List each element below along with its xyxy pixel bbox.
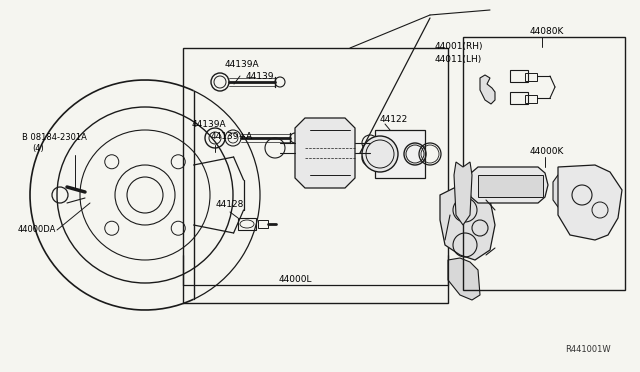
Polygon shape — [454, 162, 472, 225]
Polygon shape — [553, 175, 595, 207]
Bar — [525, 73, 537, 81]
Polygon shape — [468, 167, 548, 203]
Polygon shape — [440, 185, 495, 260]
Bar — [510, 70, 528, 82]
Text: 44000DA: 44000DA — [18, 225, 56, 234]
Text: 44080K: 44080K — [530, 27, 564, 36]
Bar — [463, 37, 625, 290]
Text: 44128: 44128 — [216, 200, 244, 209]
Text: B 08184-2301A: B 08184-2301A — [22, 133, 87, 142]
Text: 44139A: 44139A — [192, 120, 227, 129]
Polygon shape — [558, 165, 622, 240]
Text: 44001(RH): 44001(RH) — [435, 42, 483, 51]
Bar — [258, 220, 268, 228]
Text: 44139: 44139 — [246, 72, 275, 81]
Circle shape — [362, 136, 398, 172]
Polygon shape — [295, 118, 355, 188]
Text: 44122: 44122 — [380, 115, 408, 124]
Text: 44139A: 44139A — [225, 60, 260, 69]
Polygon shape — [448, 258, 480, 300]
Polygon shape — [480, 75, 495, 104]
Bar — [478, 175, 543, 197]
Text: R441001W: R441001W — [565, 345, 611, 354]
Bar — [510, 92, 528, 104]
Text: 44139+A: 44139+A — [211, 132, 253, 141]
Text: 44000K: 44000K — [530, 147, 564, 156]
Text: (4): (4) — [32, 144, 44, 153]
Bar — [238, 218, 256, 230]
Text: 44000L: 44000L — [278, 275, 312, 284]
Bar — [525, 95, 537, 103]
Text: 44011(LH): 44011(LH) — [435, 55, 483, 64]
Bar — [375, 130, 425, 178]
Bar — [183, 48, 448, 303]
